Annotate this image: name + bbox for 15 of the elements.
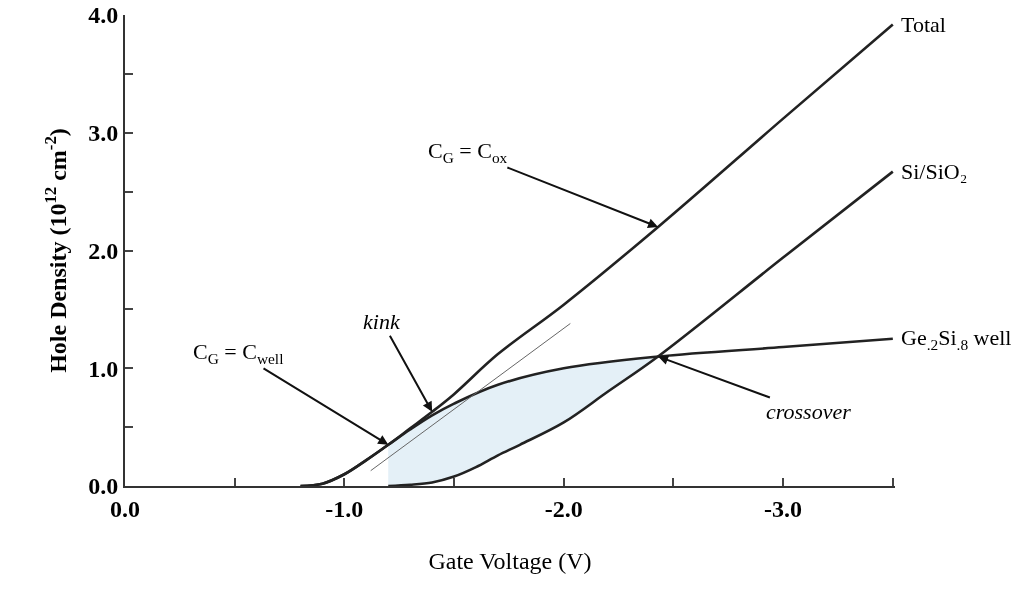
annotation: kink: [363, 309, 401, 334]
y-tick-label: 3.0: [88, 120, 119, 147]
x-tick-label: -1.0: [325, 495, 364, 522]
x-axis-title: Gate Voltage (V): [428, 548, 592, 574]
series-label: Si/SiO₂: [901, 159, 968, 184]
series-label: Ge$_{.2}$Si$_{.8}$ well: [901, 325, 1012, 353]
series-label: Total: [901, 12, 946, 37]
x-tick-label: -2.0: [544, 495, 583, 522]
annotation: C$_{G}$ = C$_{ox}$: [428, 138, 508, 166]
y-tick-label: 2.0: [88, 237, 119, 264]
annotation: crossover: [766, 399, 852, 424]
y-tick-label: 4.0: [88, 2, 119, 29]
y-tick-label: 1.0: [88, 355, 119, 382]
x-tick-label: -3.0: [764, 495, 803, 522]
annotation: C$_{G}$ = C$_{well}$: [193, 339, 284, 367]
